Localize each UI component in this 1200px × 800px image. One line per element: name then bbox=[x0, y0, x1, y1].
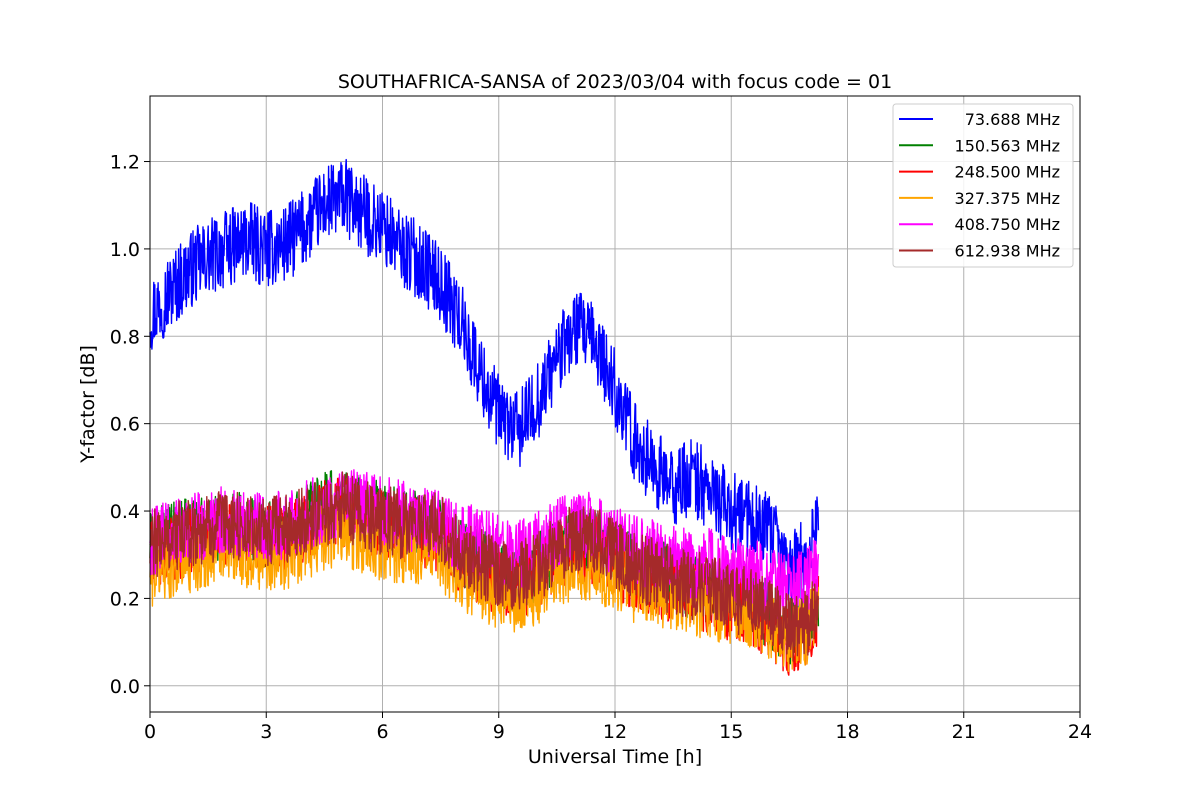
legend-label: 248.500 MHz bbox=[955, 163, 1060, 182]
series-layer bbox=[149, 158, 820, 676]
x-axis-title: Universal Time [h] bbox=[528, 746, 702, 768]
legend: 73.688 MHz 150.563 MHz 248.500 MHz 327.375 … bbox=[892, 103, 1074, 268]
legend-label: 150.563 MHz bbox=[955, 136, 1060, 155]
x-tick-label: 6 bbox=[376, 721, 388, 743]
y-tick-label: 0.0 bbox=[110, 676, 140, 698]
chart-title: SOUTHAFRICA-SANSA of 2023/03/04 with foc… bbox=[338, 71, 892, 93]
x-tick-label: 15 bbox=[719, 721, 743, 743]
y-tick-label: 0.8 bbox=[110, 326, 140, 348]
x-tick-label: 18 bbox=[835, 721, 859, 743]
x-tick-label: 9 bbox=[493, 721, 505, 743]
x-tick-label: 24 bbox=[1068, 721, 1092, 743]
y-tick-label: 1.2 bbox=[110, 152, 140, 174]
x-tick-label: 0 bbox=[144, 721, 156, 743]
series-line bbox=[149, 158, 820, 602]
x-tick-label: 12 bbox=[603, 721, 627, 743]
ticks: 0 3 6 9 12 15 18 21 24 0.0 0.2 0.4 0.6 0.8 1.0 1.2 bbox=[110, 152, 1092, 743]
legend-label: 73.688 MHz bbox=[965, 110, 1060, 129]
x-tick-label: 3 bbox=[260, 721, 272, 743]
y-tick-label: 0.4 bbox=[110, 501, 140, 523]
legend-label: 327.375 MHz bbox=[955, 189, 1060, 208]
legend-label: 612.938 MHz bbox=[955, 242, 1060, 261]
y-tick-label: 0.2 bbox=[110, 588, 140, 610]
legend-label: 408.750 MHz bbox=[955, 215, 1060, 234]
y-axis-title: Y-factor [dB] bbox=[77, 345, 99, 464]
x-tick-label: 21 bbox=[952, 721, 976, 743]
y-tick-label: 0.6 bbox=[110, 414, 140, 436]
legend-box bbox=[892, 103, 1074, 268]
y-tick-label: 1.0 bbox=[110, 239, 140, 261]
series-line bbox=[149, 471, 820, 662]
